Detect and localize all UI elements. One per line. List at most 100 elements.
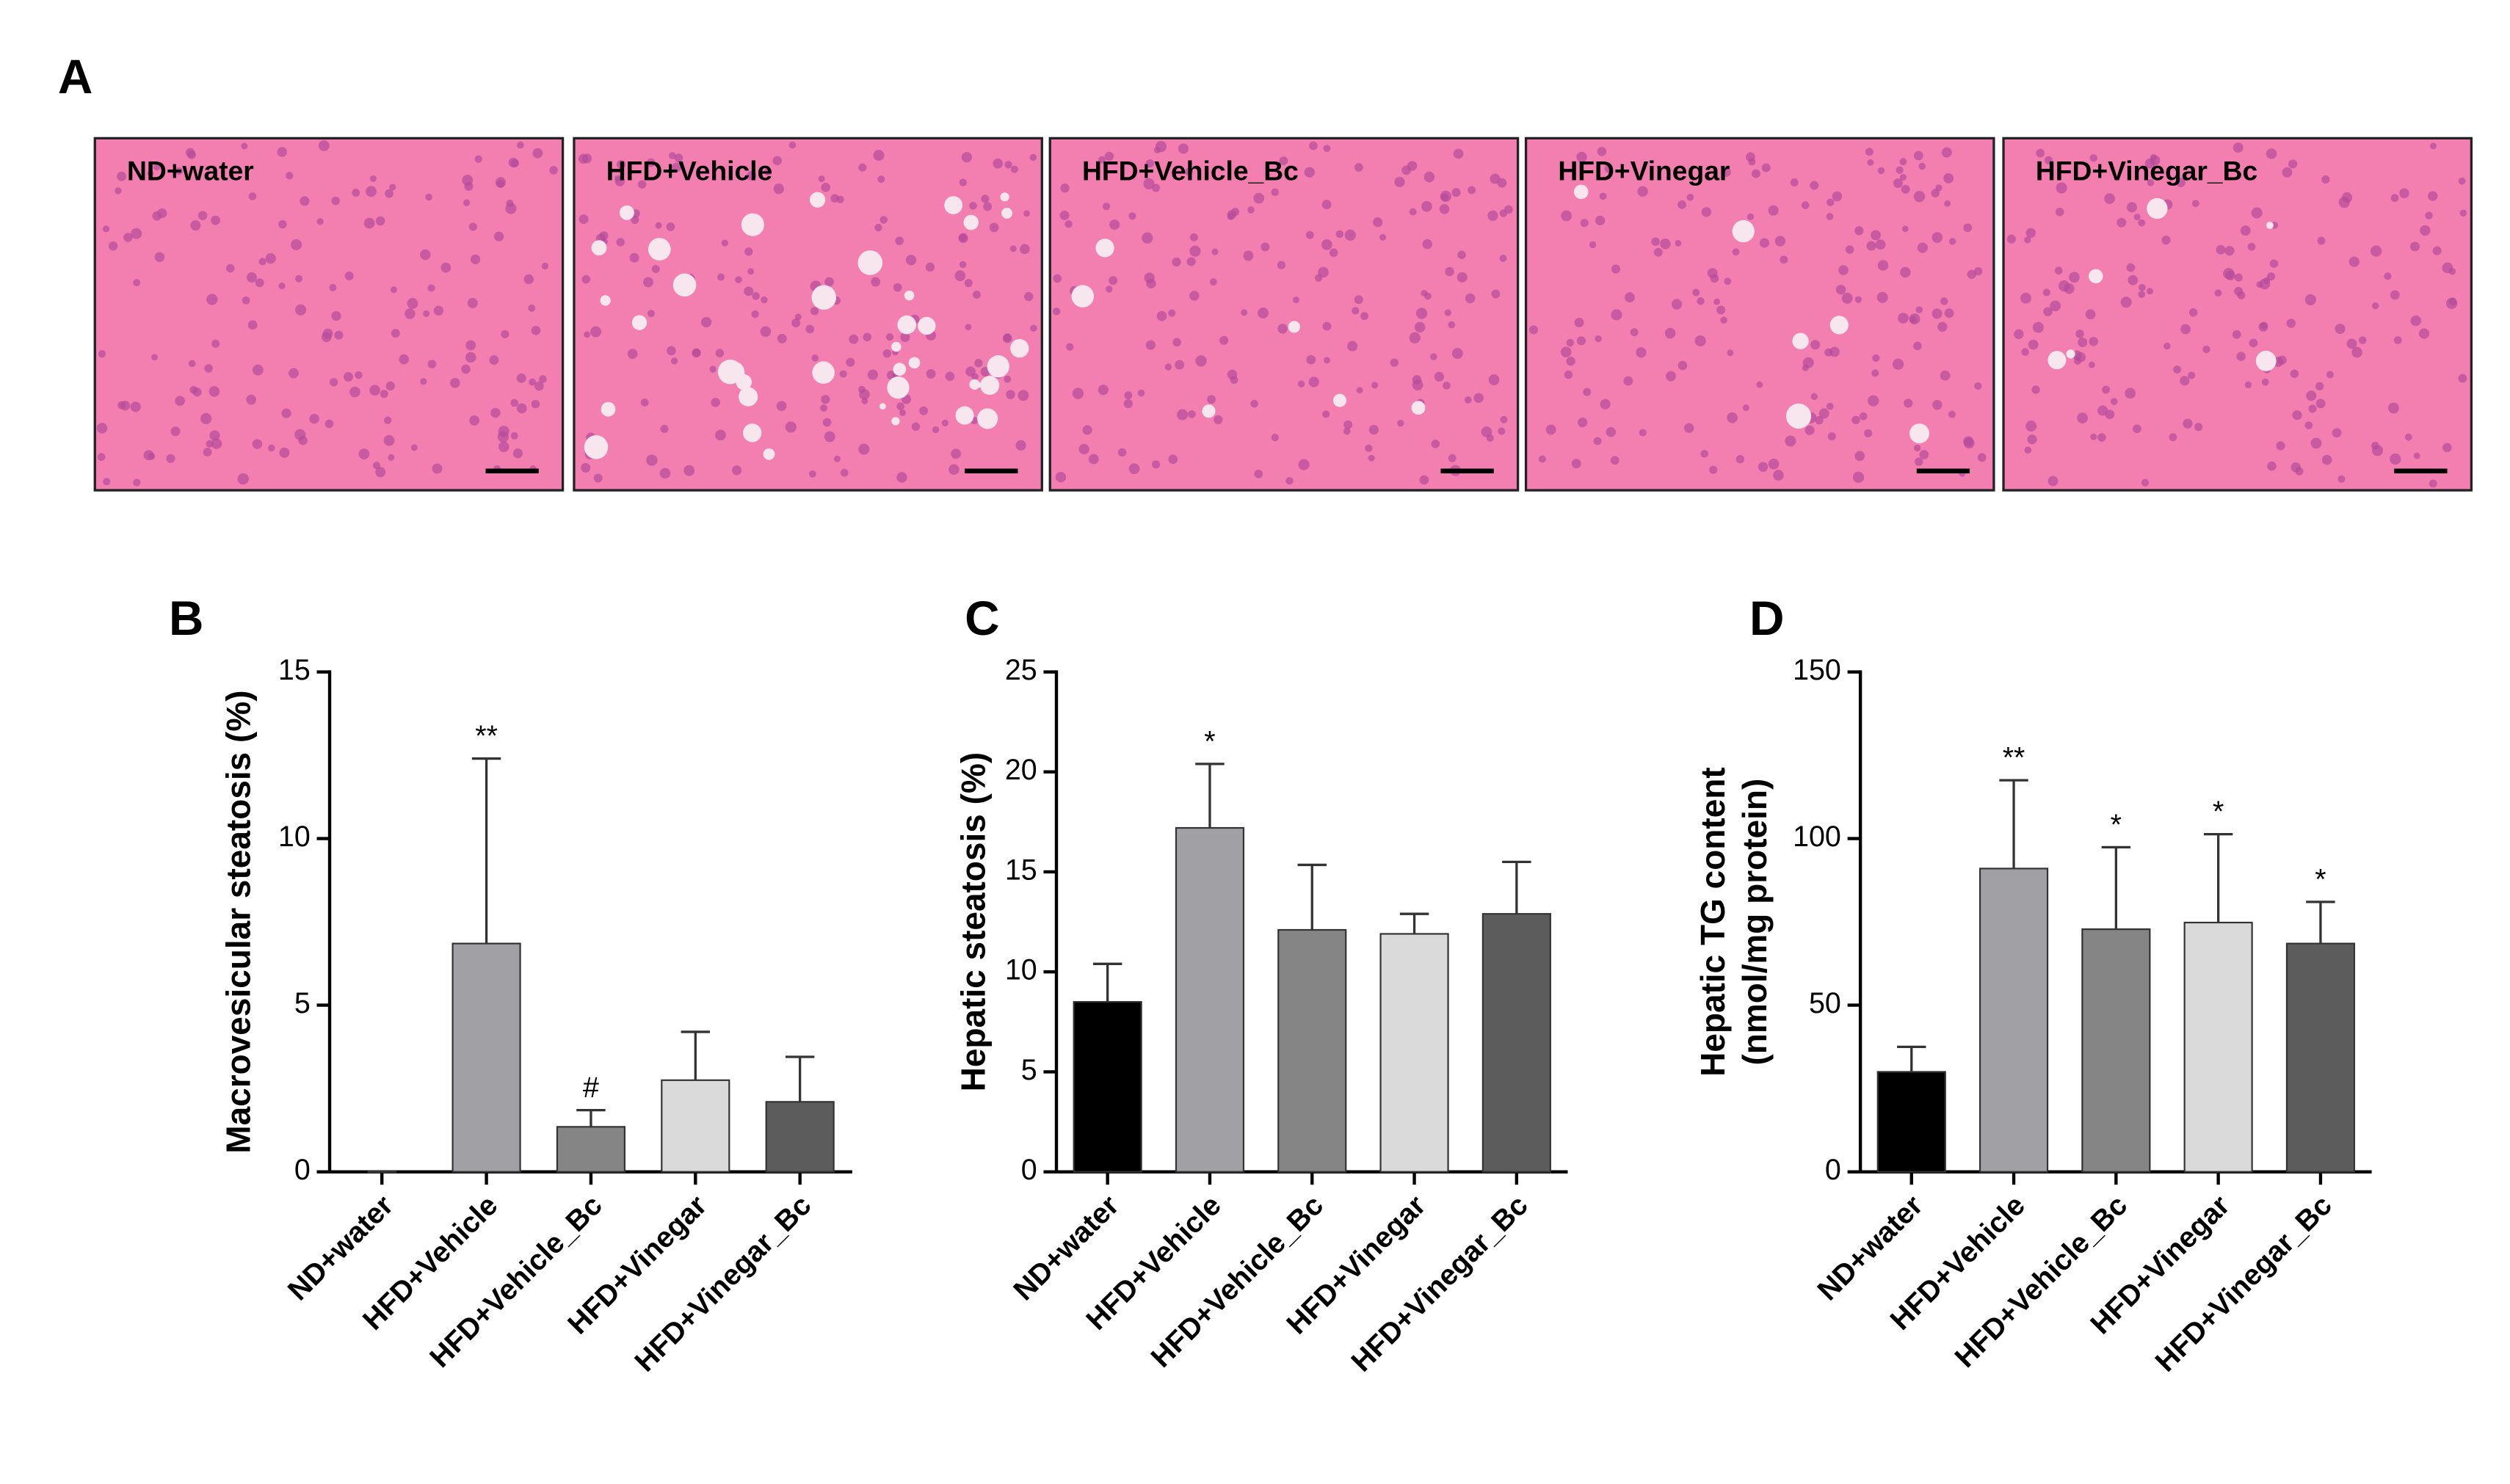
nucleus (1250, 399, 1258, 408)
nucleus (1293, 297, 1300, 304)
error-bar (1399, 912, 1429, 934)
nucleus (1973, 266, 1983, 276)
nucleus (821, 395, 830, 404)
bar (1277, 928, 1347, 1173)
nucleus (1600, 399, 1611, 410)
nucleus (2163, 342, 2171, 350)
nucleus (420, 249, 431, 261)
nucleus (840, 468, 849, 477)
nucleus (1172, 338, 1181, 347)
nucleus (1448, 321, 1456, 329)
nucleus (2335, 323, 2346, 335)
nucleus (874, 223, 882, 232)
nucleus (873, 150, 885, 161)
nucleus (2043, 307, 2053, 316)
nucleus (1948, 410, 1956, 418)
vacuole (908, 357, 921, 369)
nucleus (2044, 156, 2053, 164)
nucleus (1195, 355, 1207, 367)
nucleus (1576, 151, 1587, 163)
nucleus (1102, 203, 1111, 211)
nucleus (331, 310, 341, 321)
nucleus (531, 399, 540, 409)
nucleus (747, 170, 757, 181)
nucleus (715, 429, 726, 441)
nucleus (2390, 290, 2400, 300)
nucleus (2304, 421, 2313, 429)
nucleus (2024, 236, 2031, 244)
nucleus (2056, 182, 2067, 194)
nucleus (1390, 358, 1399, 367)
nucleus (893, 283, 902, 292)
error-bar (2306, 901, 2335, 944)
vacuole (2066, 349, 2075, 359)
nucleus (1892, 358, 1904, 370)
nucleus (744, 247, 753, 256)
nucleus (896, 402, 905, 411)
nucleus (777, 333, 787, 343)
nucleus (1440, 193, 1449, 202)
nucleus (531, 325, 541, 335)
nucleus (532, 148, 543, 159)
nucleus (465, 340, 476, 351)
nucleus (117, 171, 126, 181)
nucleus (2387, 402, 2399, 414)
nucleus (2429, 142, 2437, 150)
nucleus (321, 332, 332, 343)
nucleus (2036, 148, 2045, 158)
nucleus (1123, 399, 1133, 409)
nucleus (2292, 410, 2302, 421)
nucleus (1373, 217, 1383, 228)
y-tick-label: 5 (294, 987, 311, 1019)
nucleus (385, 381, 395, 391)
nucleus (1610, 456, 1619, 465)
vacuole (904, 290, 915, 301)
error-bar (1502, 860, 1531, 914)
image-background (93, 137, 565, 492)
nucleus (1504, 205, 1513, 214)
nucleus (1335, 230, 1344, 239)
nucleus (1701, 207, 1712, 217)
y-axis-label: (nmol/mg protein) (1735, 779, 1774, 1066)
nucleus (1919, 450, 1929, 459)
nucleus (2014, 329, 2024, 339)
nucleus (1430, 353, 1437, 360)
nucleus (1010, 165, 1018, 173)
nucleus (1219, 335, 1229, 345)
nucleus (247, 320, 258, 330)
nucleus (2006, 234, 2016, 244)
nucleus (2141, 479, 2150, 487)
nucleus (1826, 402, 1834, 410)
nucleus (2448, 268, 2456, 275)
nucleus (318, 140, 330, 151)
nucleus (241, 142, 248, 150)
nucleus (1901, 225, 1909, 233)
nucleus (1354, 295, 1363, 305)
nucleus (640, 399, 649, 407)
nucleus (115, 187, 122, 194)
nucleus (861, 397, 868, 404)
nucleus (1810, 393, 1818, 400)
nucleus (2232, 330, 2241, 339)
nucleus (788, 141, 797, 149)
nucleus (879, 216, 888, 224)
nucleus (154, 252, 165, 262)
nucleus (954, 270, 966, 282)
nucleus (1098, 385, 1109, 396)
nucleus (810, 307, 819, 316)
nucleus (2266, 272, 2276, 281)
nucleus (410, 444, 418, 451)
vacuole (763, 448, 775, 460)
significance-label: ** (2003, 742, 2025, 774)
nucleus (1963, 436, 1974, 447)
nucleus (1443, 382, 1451, 390)
nucleus (1409, 208, 1417, 216)
nucleus (1801, 201, 1810, 209)
vacuole (1332, 393, 1346, 407)
nucleus (1347, 341, 1358, 352)
error-bar (1897, 1045, 1926, 1072)
nucleus (2180, 376, 2190, 386)
nucleus (512, 448, 523, 459)
nucleus (2458, 374, 2467, 383)
nucleus (295, 274, 303, 283)
